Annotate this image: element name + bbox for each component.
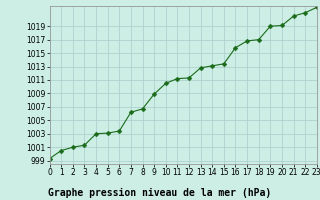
Text: Graphe pression niveau de la mer (hPa): Graphe pression niveau de la mer (hPa) — [48, 188, 272, 198]
